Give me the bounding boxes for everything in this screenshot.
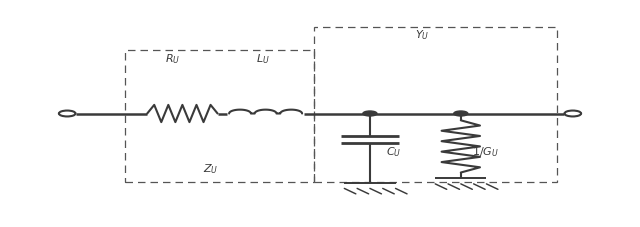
Text: $C_U$: $C_U$ <box>386 145 401 159</box>
Text: $Y_U$: $Y_U$ <box>415 28 429 42</box>
Text: $R_U$: $R_U$ <box>165 52 180 66</box>
Circle shape <box>363 111 377 116</box>
Text: $Z_U$: $Z_U$ <box>204 162 219 176</box>
Text: $1/G_U$: $1/G_U$ <box>472 145 499 159</box>
Text: $L_U$: $L_U$ <box>255 52 269 66</box>
Circle shape <box>454 111 468 116</box>
